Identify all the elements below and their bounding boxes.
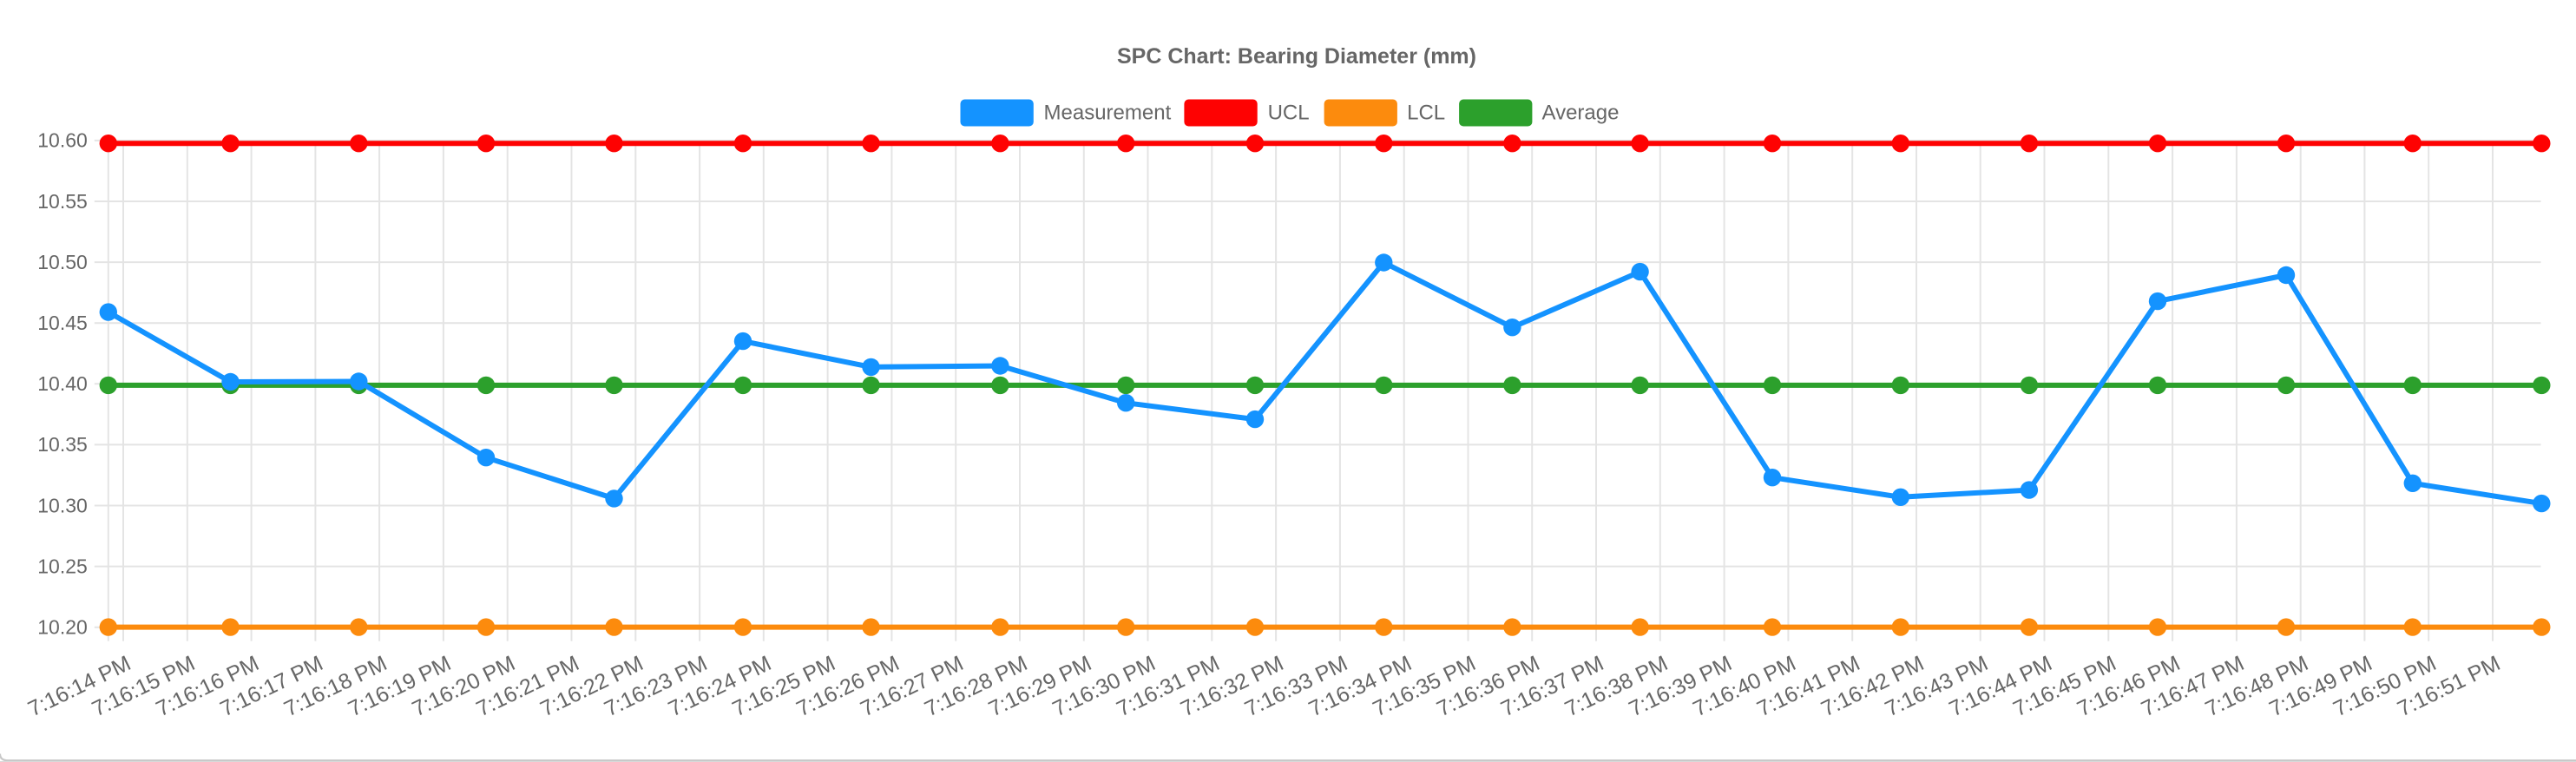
svg-text:Measurement: Measurement bbox=[1044, 101, 1172, 124]
svg-text:LCL: LCL bbox=[1407, 101, 1445, 124]
svg-text:10.35: 10.35 bbox=[37, 433, 88, 456]
svg-text:10.20: 10.20 bbox=[37, 616, 88, 639]
svg-text:10.50: 10.50 bbox=[37, 251, 88, 273]
svg-text:10.55: 10.55 bbox=[37, 190, 88, 213]
svg-text:10.30: 10.30 bbox=[37, 494, 88, 516]
svg-text:Average: Average bbox=[1542, 101, 1620, 124]
svg-text:10.45: 10.45 bbox=[37, 312, 88, 334]
svg-text:10.60: 10.60 bbox=[37, 129, 88, 152]
svg-text:10.25: 10.25 bbox=[37, 555, 88, 577]
svg-text:UCL: UCL bbox=[1268, 101, 1310, 124]
svg-text:10.40: 10.40 bbox=[37, 372, 88, 395]
svg-text:SPC Chart: Bearing Diameter (m: SPC Chart: Bearing Diameter (mm) bbox=[1117, 44, 1476, 69]
